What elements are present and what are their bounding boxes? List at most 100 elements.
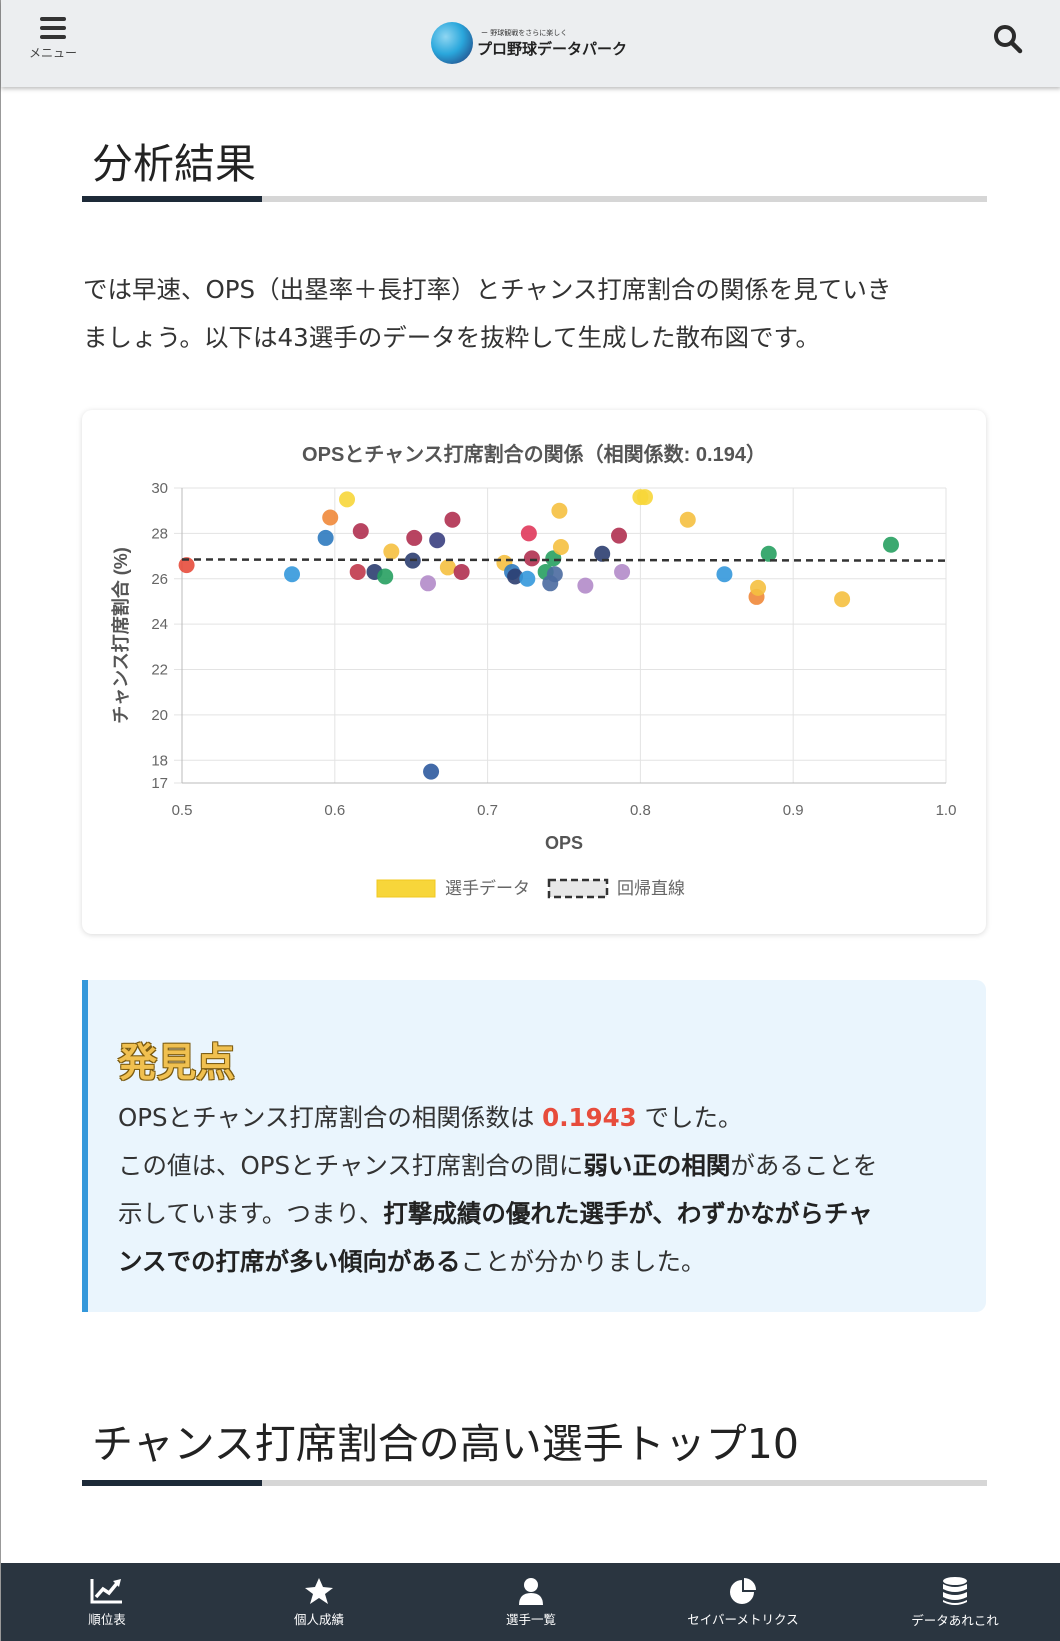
- data-point: [429, 532, 446, 549]
- data-point: [546, 566, 563, 583]
- x-tick-label: 0.5: [172, 802, 193, 819]
- finding-text: 示しています。つまり、: [118, 1199, 384, 1228]
- finding-text: でした。: [636, 1103, 743, 1132]
- finding-box: 発見点 OPSとチャンス打席割合の相関係数は 0.1943 でした。 この値は、…: [82, 980, 986, 1312]
- menu-button[interactable]: メニュー: [23, 12, 83, 72]
- scatter-chart: OPSとチャンス打席割合の関係（相関係数: 0.194） 0.5 0.6 0.7 0.8…: [110, 442, 957, 899]
- line-chart-icon: [90, 1578, 122, 1603]
- user-icon: [519, 1577, 543, 1605]
- nav-label: 選手一覧: [505, 1611, 556, 1627]
- data-point: [352, 523, 369, 540]
- nav-personal-stats[interactable]: 個人成績: [213, 1563, 425, 1641]
- data-point: [507, 568, 524, 585]
- data-point: [611, 527, 628, 544]
- data-point: [760, 545, 777, 562]
- nav-label: 個人成績: [293, 1611, 344, 1627]
- data-point: [614, 563, 631, 580]
- nav-standings[interactable]: 順位表: [1, 1563, 213, 1641]
- menu-label: メニュー: [28, 46, 77, 60]
- finding-text: この値は、OPSとチャンス打席割合の間に: [118, 1151, 584, 1180]
- data-point: [339, 491, 356, 508]
- search-icon: [994, 25, 1023, 54]
- data-point: [423, 763, 440, 780]
- data-point: [520, 525, 537, 542]
- finding-text: OPSとチャンス打席割合の相関係数は: [118, 1103, 543, 1132]
- finding-emphasis: 弱い正の相関: [583, 1151, 731, 1180]
- data-point: [545, 550, 562, 567]
- data-point: [420, 575, 437, 592]
- nav-label: セイバーメトリクス: [687, 1611, 799, 1627]
- y-tick-label: 24: [151, 616, 168, 633]
- legend-label-regression: 回帰直線: [617, 879, 685, 898]
- x-tick-label: 0.8: [630, 802, 651, 819]
- data-point: [284, 566, 301, 583]
- section-heading-analysis: 分析結果: [82, 130, 987, 202]
- chart-card: OPSとチャンス打席割合の関係（相関係数: 0.194） 0.5 0.6 0.7 0.8…: [82, 410, 986, 934]
- y-tick-label: 18: [151, 752, 168, 769]
- data-point: [750, 579, 767, 596]
- section-title: チャンス打席割合の高い選手トップ10: [92, 1420, 799, 1468]
- data-point: [594, 545, 611, 562]
- finding-title: 発見点: [118, 1041, 236, 1086]
- legend-swatch-players: [376, 879, 436, 898]
- section-title: 分析結果: [92, 140, 256, 188]
- y-tick-label: 28: [151, 525, 168, 542]
- hamburger-icon: [40, 17, 66, 39]
- data-point: [439, 559, 456, 576]
- finding-text: があることを: [730, 1151, 878, 1180]
- finding-emphasis: 打撃成績の優れた選手が、わずかながらチャ: [383, 1199, 873, 1228]
- y-tick-label: 17: [151, 775, 168, 792]
- database-icon: [943, 1576, 967, 1605]
- legend-swatch-regression: [547, 878, 609, 899]
- data-point: [178, 557, 195, 574]
- logo-name: プロ野球データパーク: [477, 39, 628, 58]
- data-point: [834, 591, 851, 608]
- data-point: [523, 550, 540, 567]
- intro-paragraph: では早速、OPS（出塁率＋長打率）とチャンス打席割合の関係を見ていき ましょう。…: [83, 266, 993, 362]
- data-point: [636, 489, 653, 506]
- data-point: [349, 563, 366, 580]
- data-point: [377, 568, 394, 585]
- data-point: [519, 570, 536, 587]
- data-point: [453, 563, 470, 580]
- data-point: [322, 509, 339, 526]
- site-header: メニュー ー 野球観戦をさらに楽しく プロ野球データパーク: [1, 0, 1060, 87]
- data-point: [317, 529, 334, 546]
- baseball-logo-icon: [431, 22, 473, 64]
- finding-body: OPSとチャンス打席割合の相関係数は 0.1943 でした。 この値は、OPSと…: [118, 1094, 968, 1286]
- x-tick-label: 0.6: [324, 802, 345, 819]
- pie-chart-icon: [730, 1577, 756, 1604]
- x-tick-label: 0.7: [477, 802, 498, 819]
- y-tick-label: 20: [151, 707, 168, 724]
- x-axis-label: OPS: [545, 833, 583, 853]
- finding-text: ことが分かりました。: [460, 1247, 706, 1276]
- site-logo[interactable]: ー 野球観戦をさらに楽しく プロ野球データパーク: [431, 20, 627, 66]
- regression-line: [181, 558, 947, 562]
- legend-label-players: 選手データ: [445, 878, 530, 898]
- data-point: [552, 539, 569, 555]
- correlation-value: 0.1943: [542, 1103, 637, 1132]
- y-axis-label: チャンス打席割合 (%): [110, 547, 131, 723]
- nav-data-misc[interactable]: データあれこれ: [849, 1563, 1060, 1641]
- intro-line: ましょう。以下は43選手のデータを抜粋して生成した散布図です。: [83, 323, 821, 352]
- data-point: [716, 566, 733, 583]
- bottom-navigation: 順位表 個人成績 選手一覧 セイバーメトリクス データあれこれ: [1, 1563, 1060, 1641]
- heading-underline: [82, 1480, 987, 1486]
- nav-player-list[interactable]: 選手一覧: [425, 1563, 637, 1641]
- data-point: [551, 502, 568, 519]
- x-tick-label: 1.0: [936, 802, 957, 819]
- section-heading-top10: チャンス打席割合の高い選手トップ10: [82, 1410, 987, 1486]
- nav-sabermetrics[interactable]: セイバーメトリクス: [637, 1563, 849, 1641]
- y-tick-label: 22: [151, 662, 168, 679]
- data-point: [577, 577, 594, 594]
- heading-underline: [82, 196, 987, 202]
- chart-title: OPSとチャンス打席割合の関係（相関係数: 0.194）: [302, 442, 766, 466]
- intro-line: では早速、OPS（出塁率＋長打率）とチャンス打席割合の関係を見ていき: [83, 275, 892, 304]
- logo-tagline: ー 野球観戦をさらに楽しく: [481, 28, 568, 37]
- search-button[interactable]: [993, 24, 1027, 58]
- y-tick-label: 26: [151, 571, 168, 588]
- y-tick-label: 30: [151, 480, 168, 497]
- data-point: [406, 529, 423, 546]
- finding-emphasis: ンスでの打席が多い傾向がある: [118, 1247, 461, 1276]
- data-point: [444, 511, 461, 528]
